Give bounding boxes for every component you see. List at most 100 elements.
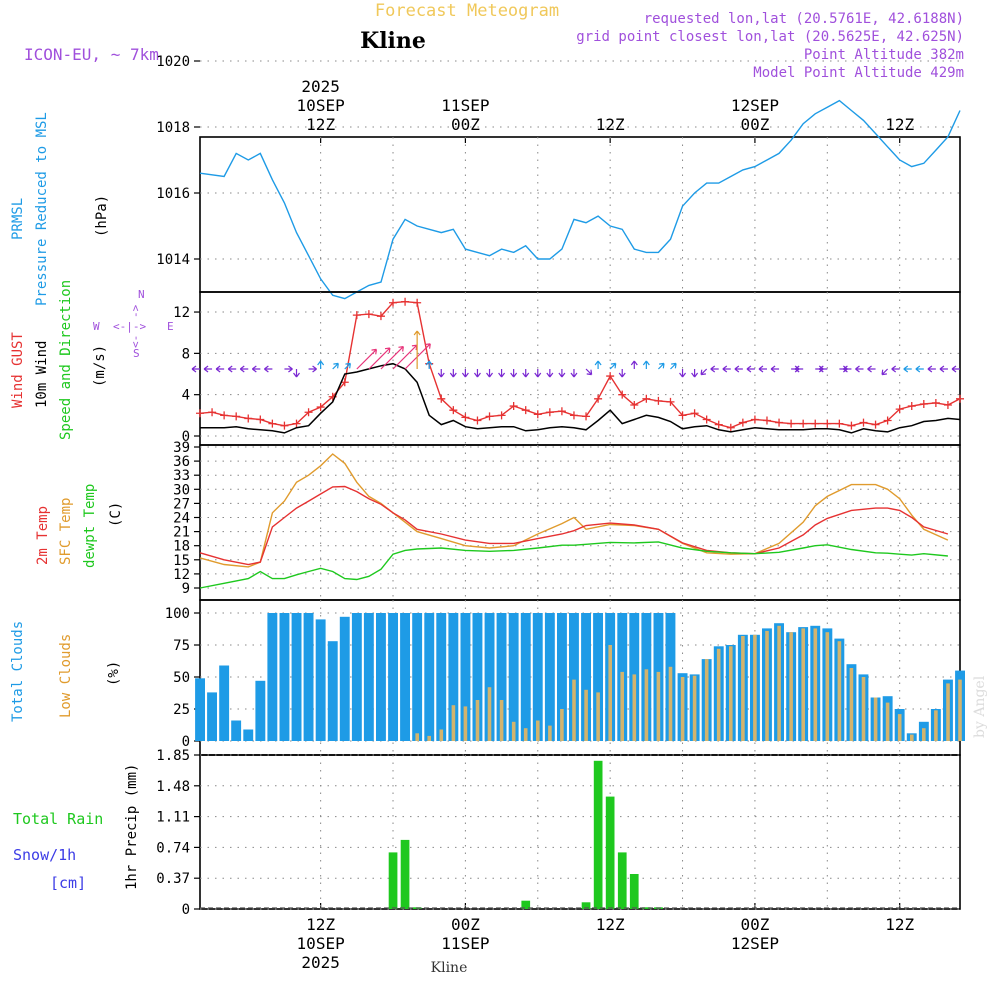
gust-marker bbox=[582, 412, 591, 421]
low-cloud-bar bbox=[885, 702, 890, 741]
gust-marker bbox=[787, 419, 796, 428]
wind-arrow bbox=[758, 365, 767, 373]
clouds-unit-label: (%) bbox=[106, 661, 122, 686]
gust-marker bbox=[364, 310, 373, 319]
gust-marker bbox=[919, 399, 928, 408]
gust-marker bbox=[799, 419, 808, 428]
low-cloud-bar bbox=[704, 659, 709, 741]
gust-marker bbox=[931, 398, 940, 407]
low-cloud-bar bbox=[584, 689, 588, 741]
total-rain-label: Total Rain bbox=[13, 810, 103, 828]
compass-n-glyphs: -> bbox=[129, 304, 142, 318]
low-cloud-bar bbox=[825, 632, 830, 741]
wind-arrow bbox=[609, 362, 617, 370]
wind-arrow bbox=[534, 369, 542, 378]
requested-coords: requested lon,lat (20.5761E, 42.6188N) bbox=[644, 11, 964, 27]
rain-bar bbox=[400, 839, 410, 909]
low-cloud-bar bbox=[789, 632, 793, 741]
total-cloud-bar bbox=[339, 616, 350, 741]
wind-arrow bbox=[915, 365, 924, 373]
gust-marker bbox=[196, 409, 204, 418]
total-cloud-bar bbox=[569, 613, 579, 741]
temp-dewpt-label: dewpt Temp bbox=[82, 484, 98, 568]
wind-arrow bbox=[251, 365, 261, 373]
snow-unit-label: [cm] bbox=[50, 874, 86, 892]
gust-marker bbox=[232, 412, 241, 421]
total-cloud-bar bbox=[412, 613, 423, 741]
snow-label: Snow/1h bbox=[13, 846, 76, 864]
wind-arrow bbox=[473, 369, 481, 378]
gust-marker bbox=[220, 411, 229, 420]
temp-2m-label: 2m Temp bbox=[35, 506, 51, 565]
wind-arrow bbox=[700, 368, 708, 376]
pressure-unit-label: (hPa) bbox=[94, 195, 110, 237]
top-tick-label: 12Z bbox=[596, 115, 625, 134]
wind-arrow bbox=[855, 365, 864, 373]
wind-arrow bbox=[227, 365, 237, 373]
model-label: ICON-EU, ~ 7km bbox=[24, 45, 159, 64]
gust-marker bbox=[352, 311, 361, 320]
wind-arrow bbox=[486, 369, 494, 378]
wind-ytick-label: 4 bbox=[182, 388, 190, 404]
wind-arrow bbox=[380, 346, 404, 370]
total-cloud-bar bbox=[219, 665, 230, 741]
model-altitude: Model Point Altitude 429m bbox=[753, 65, 964, 81]
total-cloud-bar bbox=[400, 613, 410, 741]
gust-marker bbox=[956, 394, 964, 403]
low-cloud-bar bbox=[656, 671, 661, 741]
wind-arrow bbox=[239, 365, 249, 373]
gust-marker bbox=[726, 423, 735, 432]
wind-arrow bbox=[510, 369, 518, 378]
precip-ytick-label: 1.85 bbox=[156, 748, 190, 764]
wind-ytick-label: 0 bbox=[182, 429, 190, 445]
gust-marker bbox=[702, 415, 711, 424]
wind-arrow bbox=[722, 365, 731, 373]
precip-panel: 0 0.37 0.74 1.11 1.48 1.85 bbox=[156, 748, 961, 918]
wind-speed-dir-label: Speed and Direction bbox=[58, 280, 74, 440]
low-cloud-bar bbox=[499, 700, 504, 741]
wind-arrow bbox=[881, 368, 889, 376]
gust-marker bbox=[545, 408, 554, 417]
dewpt-line bbox=[199, 541, 948, 589]
wind-arrow bbox=[770, 365, 780, 373]
wind10m-line bbox=[200, 362, 961, 434]
low-cloud-bar bbox=[910, 734, 914, 741]
precip-ytick-label: 0 bbox=[182, 902, 190, 918]
total-cloud-bar bbox=[508, 613, 519, 741]
pressure-panel: 1014 1016 1018 1020 bbox=[156, 54, 961, 300]
low-cloud-bar bbox=[849, 668, 854, 741]
compass-s-glyphs: <- bbox=[129, 335, 142, 348]
total-cloud-bar bbox=[315, 619, 326, 741]
wind-ytick-label: 8 bbox=[182, 346, 190, 362]
point-altitude: Point Altitude 382m bbox=[804, 47, 964, 63]
total-clouds-label: Total Clouds bbox=[10, 621, 26, 722]
compass-center: <-|-> bbox=[113, 320, 146, 333]
temp-ytick-label: 12 bbox=[173, 567, 190, 583]
total-cloud-bar bbox=[231, 720, 242, 741]
precip-ytick-label: 0.37 bbox=[156, 871, 190, 887]
gust-marker bbox=[437, 394, 446, 403]
temp-unit-label: (C) bbox=[108, 502, 124, 527]
wind-arrow bbox=[498, 369, 506, 378]
prmsl-label: PRMSL bbox=[10, 198, 26, 240]
total-cloud-bar bbox=[291, 613, 302, 741]
top-tick-label: 11SEP bbox=[441, 96, 489, 115]
prmsl-line bbox=[199, 99, 961, 300]
temp-ytick-label: 27 bbox=[173, 496, 190, 512]
low-cloud-bar bbox=[572, 679, 576, 741]
total-cloud-bar bbox=[472, 613, 483, 741]
low-cloud-bar bbox=[922, 728, 926, 741]
total-cloud-bar bbox=[195, 678, 205, 741]
temp-ytick-label: 39 bbox=[173, 440, 190, 456]
gust-marker bbox=[654, 396, 663, 405]
low-cloud-bar bbox=[692, 675, 697, 741]
low-cloud-bar bbox=[451, 705, 456, 741]
precip-ytick-label: 1.11 bbox=[156, 810, 190, 826]
wind-arrow bbox=[344, 362, 351, 370]
gust-line bbox=[199, 300, 961, 429]
total-cloud-bar bbox=[448, 613, 459, 741]
gust-marker bbox=[389, 298, 398, 307]
gust-marker bbox=[895, 405, 904, 414]
gust-marker bbox=[569, 411, 578, 420]
